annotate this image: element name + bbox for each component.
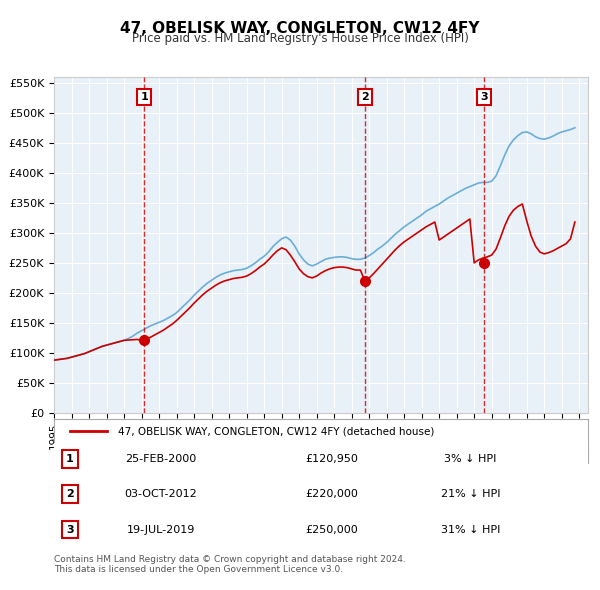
Text: 2: 2 [361,92,368,102]
Text: 1: 1 [66,454,74,464]
Text: This data is licensed under the Open Government Licence v3.0.: This data is licensed under the Open Gov… [54,565,343,574]
Text: £250,000: £250,000 [305,525,358,535]
Text: 31% ↓ HPI: 31% ↓ HPI [441,525,500,535]
Text: 21% ↓ HPI: 21% ↓ HPI [441,489,500,499]
Text: 25-FEB-2000: 25-FEB-2000 [125,454,196,464]
Text: 47, OBELISK WAY, CONGLETON, CW12 4FY: 47, OBELISK WAY, CONGLETON, CW12 4FY [120,21,480,35]
Text: 03-OCT-2012: 03-OCT-2012 [124,489,197,499]
Text: 3% ↓ HPI: 3% ↓ HPI [445,454,497,464]
Text: 47, OBELISK WAY, CONGLETON, CW12 4FY (detached house): 47, OBELISK WAY, CONGLETON, CW12 4FY (de… [118,427,434,436]
Text: Contains HM Land Registry data © Crown copyright and database right 2024.: Contains HM Land Registry data © Crown c… [54,555,406,563]
Text: HPI: Average price, detached house, Cheshire East: HPI: Average price, detached house, Ches… [118,446,383,455]
Text: 3: 3 [66,525,74,535]
Text: £120,950: £120,950 [305,454,358,464]
Text: 3: 3 [480,92,488,102]
Text: 2: 2 [66,489,74,499]
Text: Price paid vs. HM Land Registry's House Price Index (HPI): Price paid vs. HM Land Registry's House … [131,32,469,45]
Text: £220,000: £220,000 [305,489,358,499]
Text: 19-JUL-2019: 19-JUL-2019 [127,525,195,535]
Text: 1: 1 [140,92,148,102]
